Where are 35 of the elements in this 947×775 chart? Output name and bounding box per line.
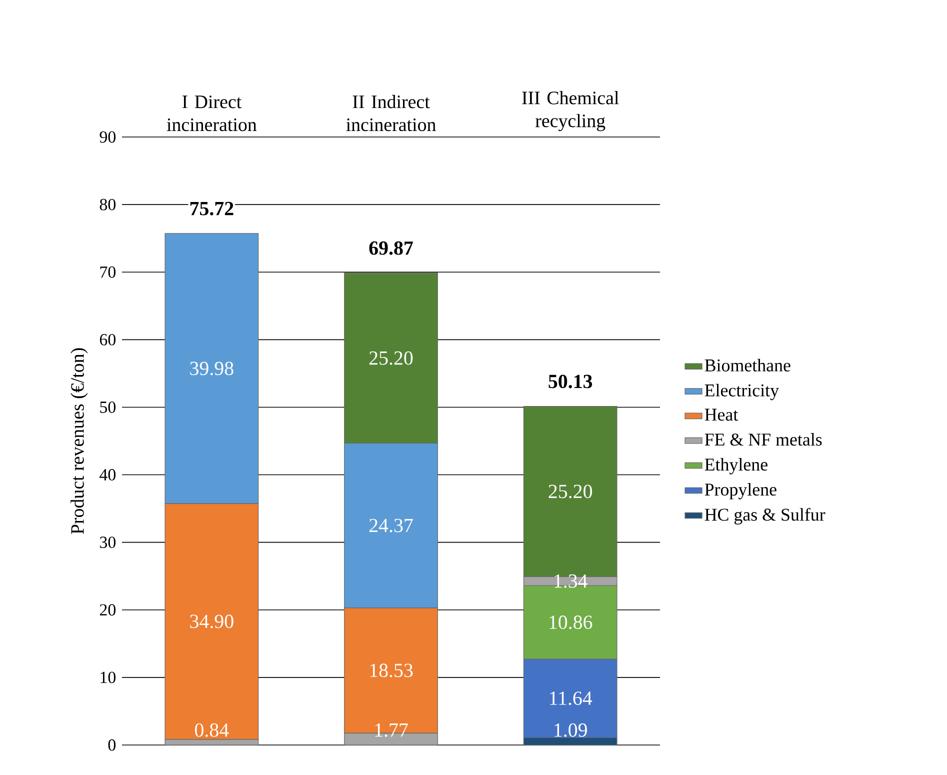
data-label: 34.90 (190, 614, 234, 628)
y-tick-label: 70 (100, 266, 116, 278)
y-tick-label: 60 (100, 334, 116, 346)
y-tick-label: 40 (100, 469, 116, 480)
data-label: 25.20 (369, 351, 413, 365)
y-tick-label: 90 (100, 131, 116, 143)
data-label: 18.53 (370, 664, 413, 678)
data-label: 10.86 (550, 616, 592, 630)
total-label: 75.72 (190, 202, 234, 216)
total-label: 69.87 (369, 241, 413, 255)
y-tick-label: 10 (100, 672, 116, 684)
data-label: 1.09 (554, 723, 587, 737)
x-tick-label: I Direct incineration (166, 96, 257, 132)
y-tick-label: 0 (108, 739, 116, 751)
legend-label: Propylene (704, 482, 776, 500)
x-tick-label: II Indirect incineration (346, 94, 436, 132)
legend-label: Ethylene (704, 458, 768, 474)
data-label: 39.98 (190, 362, 234, 376)
y-tick-label: 80 (100, 198, 116, 210)
data-label: 11.64 (550, 692, 592, 706)
legend-label: HC gas & Sulfur (704, 508, 826, 524)
y-axis-title: Product revenues (€/ton) (70, 348, 88, 534)
y-tick-label: 50 (100, 402, 116, 413)
legend-label: Biomethane (704, 358, 790, 372)
y-tick-label: 30 (100, 536, 116, 548)
data-label: 1.34 (554, 574, 588, 588)
data-label: 25.20 (548, 484, 592, 498)
data-label: 0.84 (195, 723, 229, 737)
total-label: 50.13 (548, 374, 592, 388)
y-tick-label: 20 (100, 604, 116, 616)
legend-label: Heat (704, 408, 738, 421)
legend-label: FE & NF metals (704, 433, 822, 446)
legend-label: Electricity (704, 384, 779, 400)
x-tick-label: III Chemical recycling (522, 91, 619, 132)
data-label: 24.37 (369, 518, 413, 532)
